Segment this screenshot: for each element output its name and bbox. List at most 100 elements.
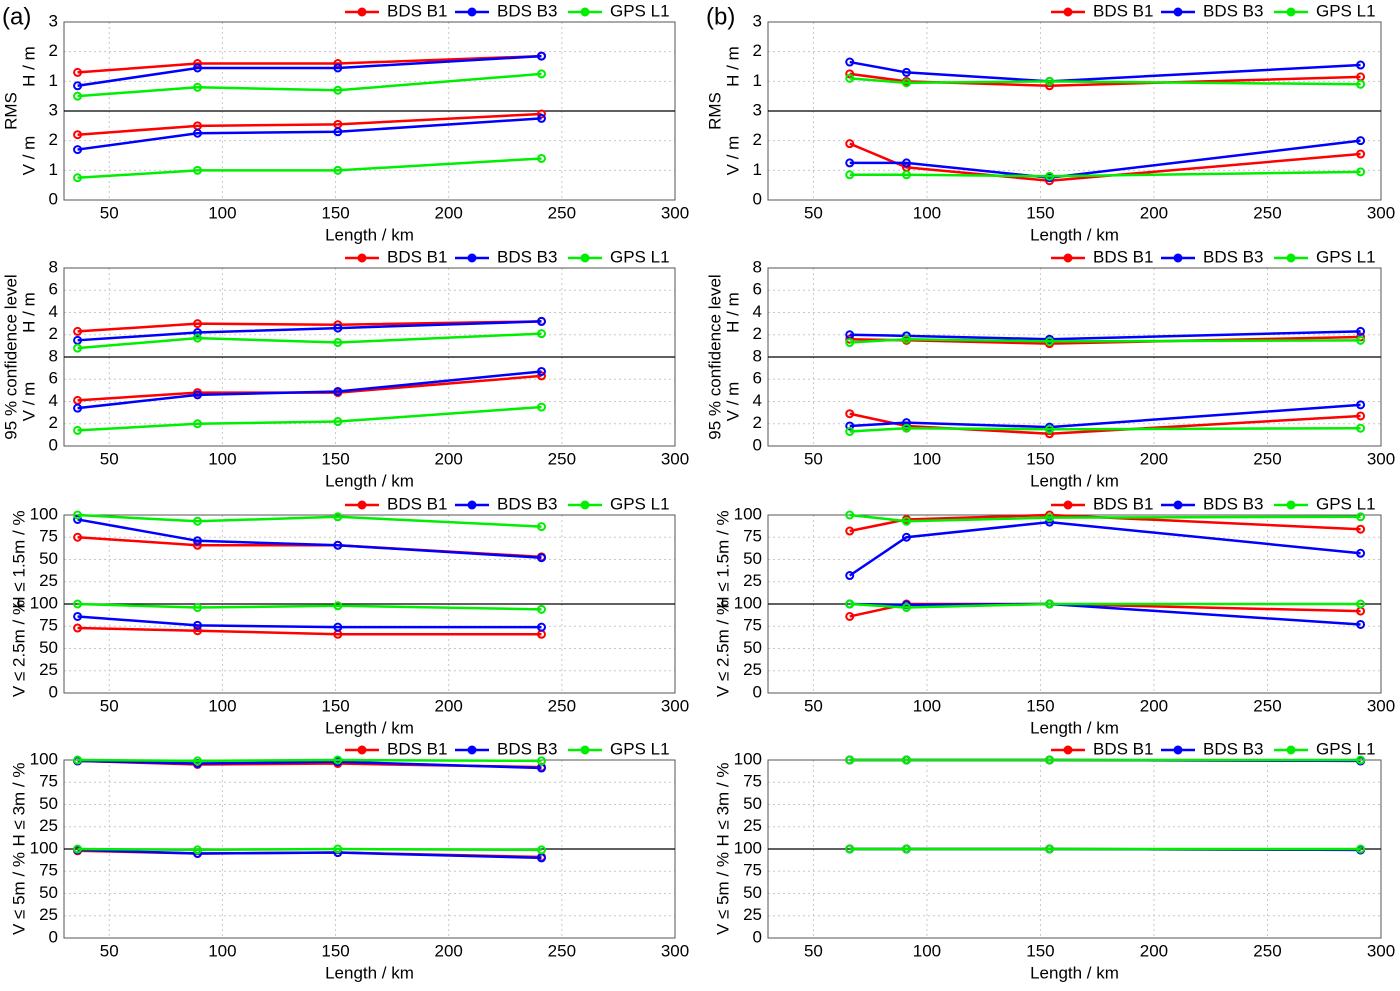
data-point	[193, 603, 203, 613]
data-point	[536, 51, 546, 61]
x-tick-label: 150	[1026, 941, 1054, 960]
data-point	[536, 366, 546, 376]
axes-frame	[767, 21, 1382, 112]
series-line	[77, 759, 542, 770]
x-tick-label: 50	[100, 449, 119, 468]
series-line	[77, 615, 542, 629]
legend-label: BDS B1	[1093, 1, 1153, 20]
legend-marker	[467, 253, 477, 263]
data-point	[1356, 149, 1366, 159]
data-point	[1356, 599, 1366, 609]
series-line	[849, 403, 1361, 429]
data-point	[333, 417, 343, 427]
x-tick-label: 50	[804, 941, 823, 960]
y-tick-label: 0	[753, 435, 762, 454]
legend-label: BDS B1	[387, 1, 447, 20]
data-point	[333, 63, 343, 73]
x-tick-label: 50	[804, 449, 823, 468]
series-line	[77, 847, 542, 852]
data-point	[193, 128, 203, 138]
y-tick-label: 3	[753, 11, 762, 30]
data-point	[1356, 619, 1366, 629]
data-point	[845, 170, 855, 180]
y-tick-label: 8	[49, 257, 58, 276]
data-point	[333, 601, 343, 611]
data-point	[333, 622, 343, 632]
legend-marker	[357, 500, 367, 510]
data-point	[333, 323, 343, 333]
y-axis-label: H ≤ 1.5m / %	[9, 510, 28, 608]
y-tick-label: 0	[49, 435, 58, 454]
legend-marker	[1286, 7, 1296, 17]
legend-label: BDS B3	[1203, 247, 1263, 266]
x-tick-label: 100	[913, 941, 941, 960]
legend-label: BDS B1	[387, 247, 447, 266]
series-line	[849, 72, 1361, 88]
data-point	[73, 173, 83, 183]
data-point	[333, 755, 343, 765]
y-tick-label: 8	[753, 257, 762, 276]
y-tick-label: 1	[753, 71, 762, 90]
y-axis-label: V ≤ 2.5m / %	[9, 600, 28, 697]
data-point	[901, 516, 911, 526]
y-tick-label: 50	[743, 794, 762, 813]
series-line	[849, 142, 1361, 182]
data-point	[333, 127, 343, 137]
panel-label: (a)	[2, 3, 31, 30]
x-tick-label: 150	[321, 696, 349, 715]
data-point	[73, 844, 83, 854]
series-line	[77, 405, 542, 432]
series-line	[849, 602, 1361, 626]
x-tick-label: 250	[548, 696, 576, 715]
x-tick-label: 300	[1367, 449, 1395, 468]
y-tick-label: 6	[753, 280, 762, 299]
legend-marker	[467, 7, 477, 17]
data-point	[1045, 424, 1055, 434]
series-line	[77, 848, 542, 860]
y-tick-label: 0	[49, 682, 58, 701]
data-point	[73, 91, 83, 101]
data-point	[536, 553, 546, 563]
y-tick-label: 100	[30, 838, 58, 857]
y-tick-label: 75	[743, 861, 762, 880]
y-tick-label: 4	[753, 391, 762, 410]
data-point	[845, 755, 855, 765]
axes-frame	[767, 110, 1382, 201]
y-tick-label: 8	[753, 346, 762, 365]
y-axis-label: V / m	[19, 382, 38, 422]
series-line	[77, 112, 542, 136]
data-point	[536, 113, 546, 123]
data-point	[1045, 844, 1055, 854]
legend-marker	[1286, 253, 1296, 263]
x-tick-label: 250	[1253, 203, 1281, 222]
legend-label: BDS B1	[1093, 739, 1153, 758]
y-tick-label: 0	[49, 189, 58, 208]
x-tick-label: 200	[435, 696, 463, 715]
series-line	[77, 602, 542, 611]
legend-marker	[580, 745, 590, 755]
legend-label: BDS B3	[497, 494, 557, 513]
x-tick-label: 300	[661, 203, 689, 222]
series-line	[849, 602, 1361, 609]
y-tick-label: 2	[49, 41, 58, 60]
y-tick-label: 4	[49, 391, 58, 410]
group-label: RMS	[1, 92, 20, 130]
series-line	[77, 320, 542, 333]
data-point	[333, 338, 343, 348]
data-point	[1356, 335, 1366, 345]
data-point	[1356, 60, 1366, 70]
data-point	[193, 516, 203, 526]
panel-label: (b)	[706, 3, 735, 30]
x-axis-label: Length / km	[325, 963, 414, 982]
legend-label: BDS B1	[1093, 247, 1153, 266]
x-tick-label: 100	[208, 941, 236, 960]
x-tick-label: 200	[1140, 941, 1168, 960]
legend-label: BDS B3	[497, 247, 557, 266]
series-line	[849, 170, 1361, 178]
y-tick-label: 25	[743, 905, 762, 924]
series-line	[77, 332, 542, 350]
data-point	[1356, 844, 1366, 854]
y-tick-label: 3	[49, 100, 58, 119]
data-point	[901, 603, 911, 613]
x-axis-label: Length / km	[325, 225, 414, 244]
